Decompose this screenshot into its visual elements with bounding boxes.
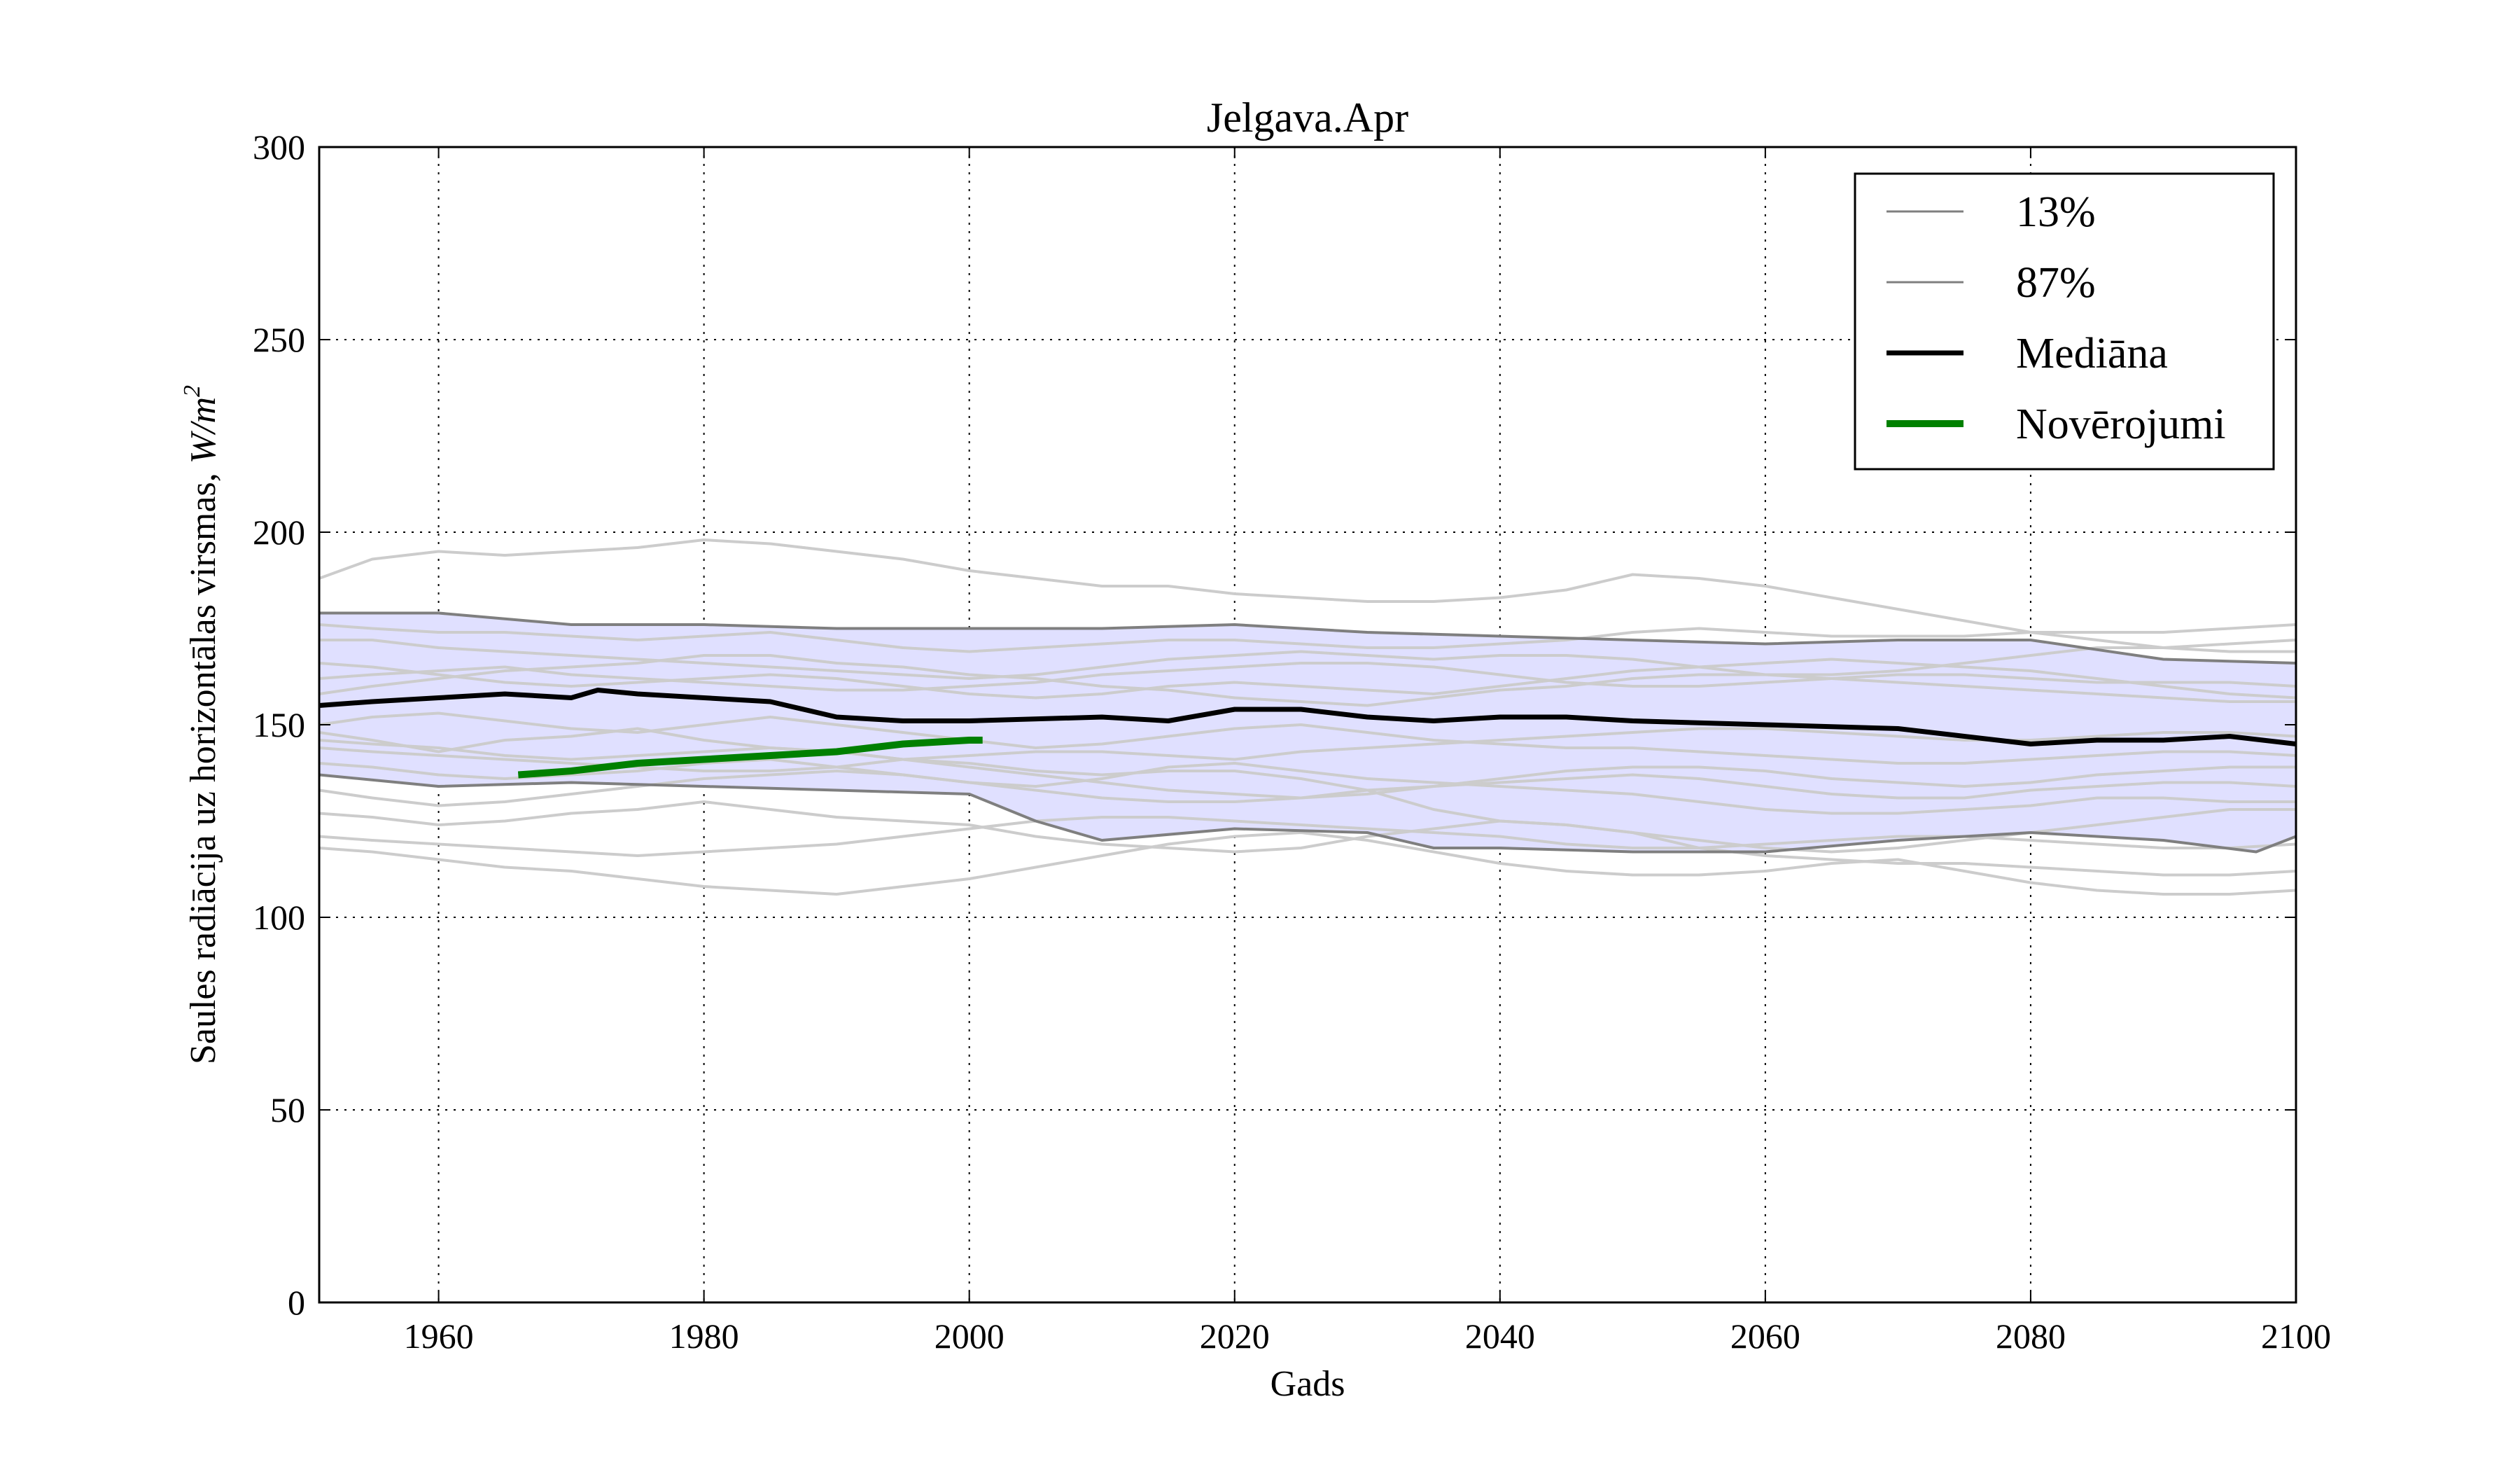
ensemble-member-line — [318, 662, 2297, 692]
series-line-median — [318, 688, 2297, 746]
x-tick-label: 2100 — [2261, 1316, 2331, 1356]
ensemble-member-line — [318, 800, 2296, 854]
series-line-observations — [517, 737, 983, 779]
y-tick-label: 100 — [253, 898, 305, 937]
legend-box — [1854, 172, 2275, 471]
y-axis-label: Saules radiācija uz horizontālas virsmas… — [179, 385, 223, 1064]
chart-title: Jelgava.Apr — [1207, 95, 1408, 141]
ensemble-member-line — [318, 758, 2296, 815]
y-axis-label-exponent: 2 — [179, 385, 205, 397]
x-tick-label: 2040 — [1465, 1316, 1535, 1356]
series-lines — [318, 611, 2297, 854]
x-axis-label: Gads — [1270, 1364, 1345, 1404]
band-13-87 — [319, 613, 2296, 852]
x-tick-label: 2080 — [1996, 1316, 2066, 1356]
ensemble-member-line — [318, 623, 2297, 653]
ensemble-member-line — [318, 727, 2297, 772]
ensemble-members — [318, 538, 2297, 896]
x-axis: 1960 1980 2000 2020 2040 2060 2080 2100 — [404, 147, 2331, 1356]
x-tick-label: 2020 — [1200, 1316, 1270, 1356]
x-tick-label: 2060 — [1730, 1316, 1800, 1356]
x-tick-label: 1980 — [669, 1316, 739, 1356]
y-axis-label-main: Saules radiācija uz horizontālas virsmas… — [183, 464, 223, 1064]
ensemble-member-line — [318, 727, 2297, 877]
percentile-band — [319, 613, 2296, 852]
ensemble-member-line — [319, 639, 2297, 680]
ensemble-member-line — [318, 658, 2297, 700]
x-tick-label: 2000 — [934, 1316, 1004, 1356]
legend-label: Novērojumi — [2016, 401, 2226, 448]
y-tick-label: 250 — [253, 320, 305, 359]
y-tick-label: 200 — [253, 513, 305, 552]
series-line-13 — [318, 773, 2297, 854]
legend-label: Mediāna — [2016, 330, 2168, 377]
y-axis: 0 50 100 150 200 250 300 — [253, 127, 2296, 1322]
legend-label: 13% — [2016, 188, 2096, 236]
legend: 13% 87% Mediāna Novērojumi — [1854, 172, 2275, 471]
legend-label: 87% — [2016, 259, 2096, 307]
ensemble-member-line — [318, 711, 2297, 765]
ensemble-member-line — [318, 831, 2297, 896]
y-tick-label: 50 — [270, 1090, 305, 1129]
y-tick-label: 300 — [253, 127, 305, 167]
y-axis-label-unit: W/m — [183, 397, 223, 464]
ensemble-member-line — [318, 654, 2296, 707]
ensemble-member-line — [318, 770, 2297, 807]
y-tick-label: 0 — [288, 1283, 305, 1322]
ensemble-member-line — [318, 538, 2296, 653]
y-tick-label: 150 — [253, 705, 305, 744]
series-line-87 — [319, 611, 2297, 665]
x-tick-label: 1960 — [404, 1316, 474, 1356]
